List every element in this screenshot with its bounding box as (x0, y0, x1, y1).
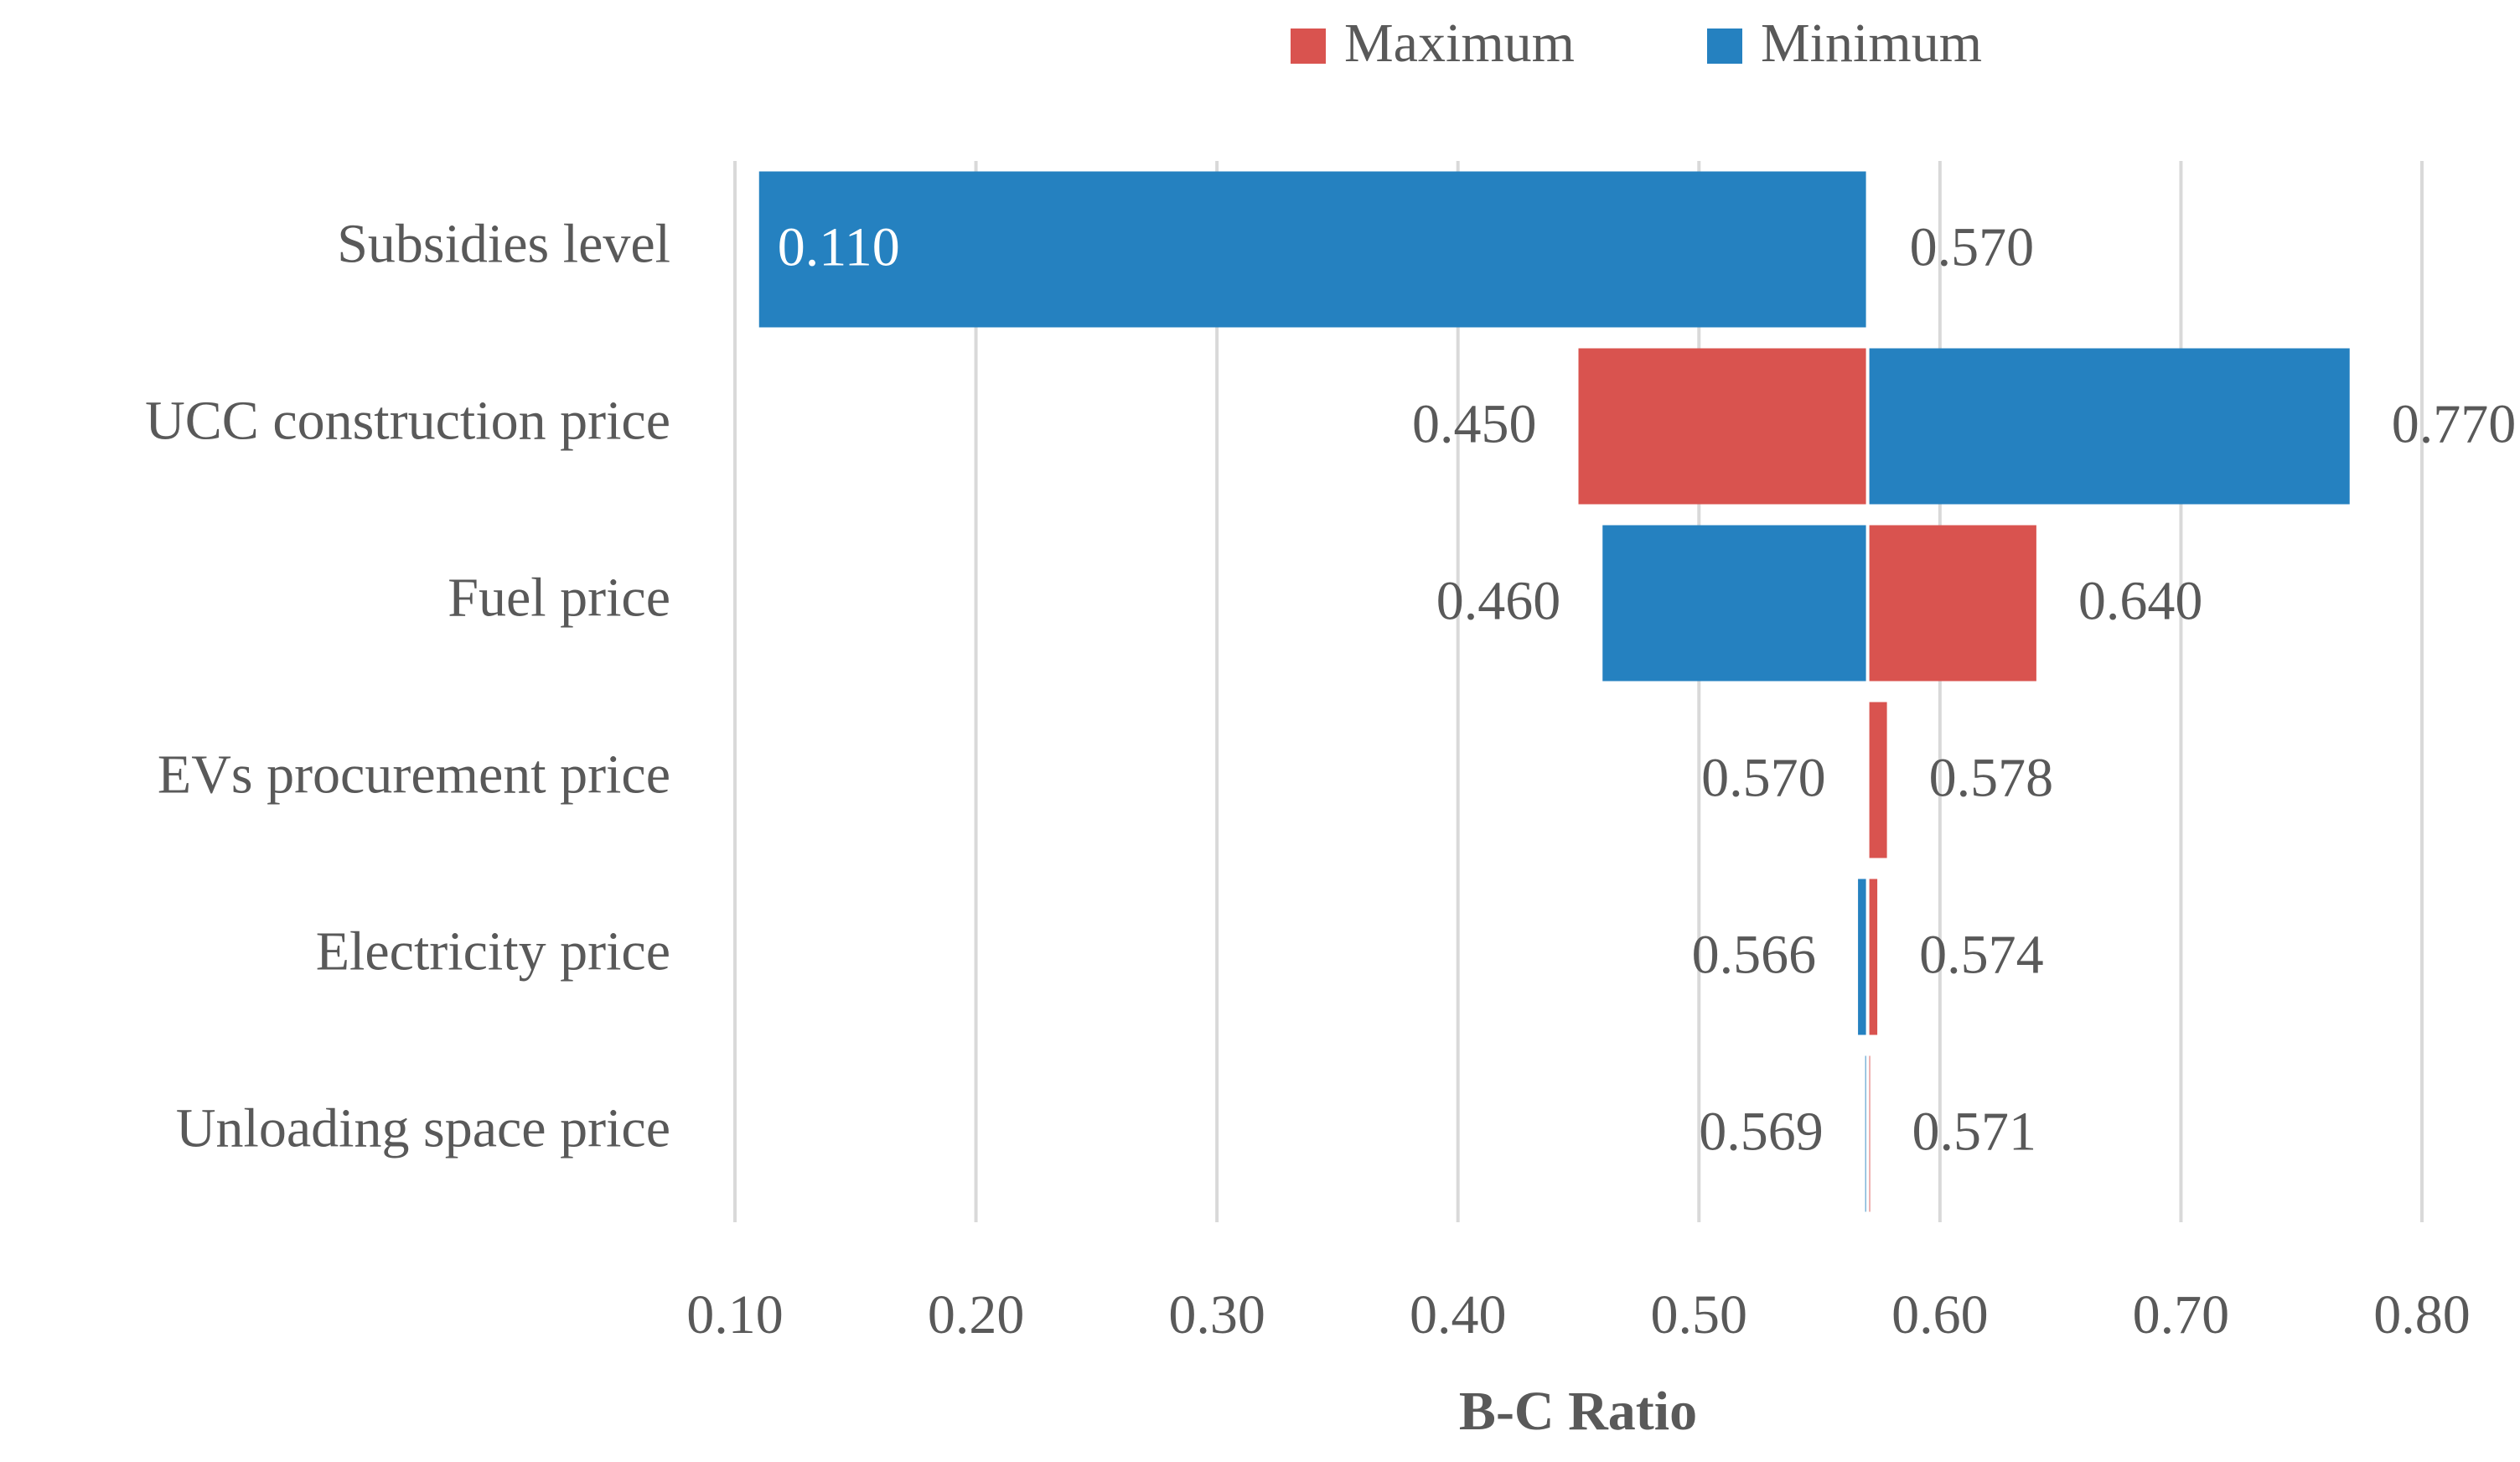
x-tick-label: 0.60 (1891, 1284, 1989, 1345)
x-tick-label: 0.70 (2133, 1284, 2230, 1345)
bar (1578, 348, 1868, 505)
legend-label: Minimum (1761, 13, 1982, 74)
y-tick-label: Unloading space price (176, 1098, 670, 1159)
x-tick-label: 0.20 (928, 1284, 1025, 1345)
y-tick-label: Subsidies level (337, 214, 670, 275)
data-label: 0.566 (1692, 925, 1817, 986)
x-tick-label: 0.80 (2373, 1284, 2471, 1345)
bar (1867, 879, 1878, 1035)
bar (1867, 702, 1887, 858)
x-tick-label: 0.30 (1168, 1284, 1265, 1345)
bar (1867, 348, 2350, 505)
y-tick-label: Fuel price (448, 568, 670, 629)
data-label: 0.640 (2078, 571, 2203, 632)
data-label: 0.110 (778, 217, 900, 278)
y-tick-label: UCC construction price (145, 391, 670, 452)
x-tick-label: 0.50 (1651, 1284, 1748, 1345)
legend-label: Maximum (1344, 13, 1575, 74)
y-tick-label: EVs procurement price (158, 744, 670, 806)
data-label: 0.574 (1919, 925, 2044, 986)
x-tick-label: 0.40 (1410, 1284, 1507, 1345)
y-tick-label: Electricity price (316, 921, 670, 982)
data-label: 0.770 (2392, 394, 2517, 455)
x-axis-title: B-C Ratio (1459, 1381, 1697, 1442)
x-tick-label: 0.10 (686, 1284, 784, 1345)
legend-swatch (1291, 29, 1326, 64)
data-label: 0.571 (1912, 1102, 2036, 1163)
data-label: 0.570 (1701, 748, 1826, 809)
data-label: 0.569 (1699, 1102, 1824, 1163)
legend-swatch (1707, 29, 1742, 64)
bar (1858, 879, 1868, 1035)
bar (1867, 525, 2036, 682)
data-label: 0.578 (1929, 748, 2054, 809)
data-label: 0.570 (1910, 217, 2035, 278)
data-label: 0.460 (1436, 571, 1561, 632)
bar (1602, 525, 1868, 682)
bar (758, 171, 1868, 328)
data-label: 0.450 (1412, 394, 1537, 455)
